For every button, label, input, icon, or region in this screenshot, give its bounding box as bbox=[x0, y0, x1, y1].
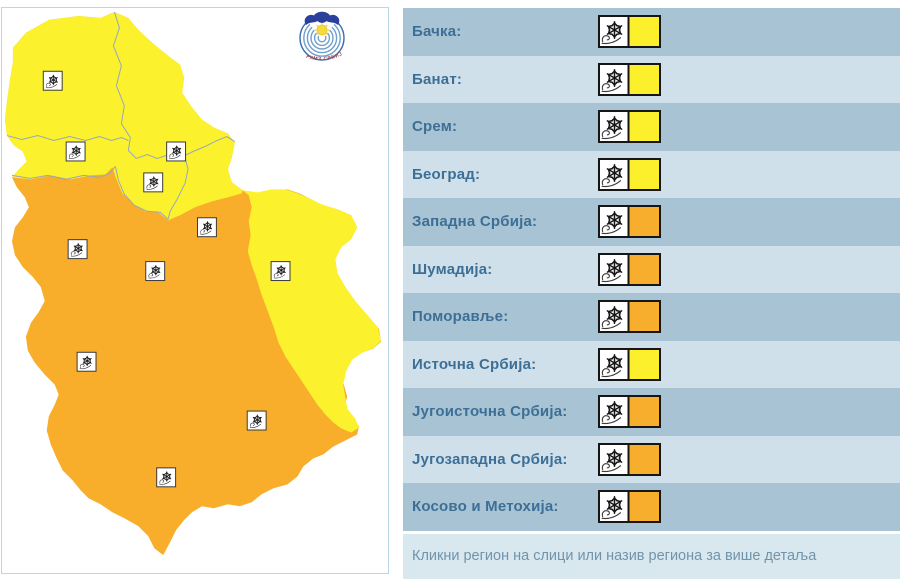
snow-ice-warning-icon[interactable] bbox=[166, 141, 187, 162]
snow-ice-warning-icon[interactable] bbox=[598, 300, 661, 333]
region-row-kosovo-i-metohija[interactable]: Косово и Метохија: bbox=[403, 483, 900, 531]
warning-level-box bbox=[629, 492, 659, 521]
cloud-icon bbox=[304, 11, 340, 25]
warning-level-box bbox=[629, 444, 659, 474]
region-row-zapadna-srbija[interactable]: Западна Србија: bbox=[403, 198, 900, 246]
region-link[interactable]: Бачка: bbox=[412, 23, 462, 41]
warning-level-box bbox=[629, 159, 659, 189]
warning-level-box bbox=[629, 254, 659, 284]
region-row-sumadija[interactable]: Шумадија: bbox=[403, 245, 900, 293]
footer-hint-row: Кликни регион на слици или назив региона… bbox=[403, 533, 900, 579]
region-row-jugoistocna-srbija[interactable]: Југоисточна Србија: bbox=[403, 388, 900, 436]
warning-level-box bbox=[629, 207, 659, 236]
snow-ice-warning-icon[interactable] bbox=[598, 347, 661, 381]
snow-ice-warning-icon[interactable] bbox=[65, 141, 86, 162]
footer-hint-text: Кликни регион на слици или назив региона… bbox=[412, 548, 817, 565]
region-row-backa[interactable]: Бачка: bbox=[403, 8, 900, 56]
snow-ice-warning-icon[interactable] bbox=[156, 467, 177, 488]
snow-ice-warning-icon[interactable] bbox=[270, 261, 291, 282]
snow-ice-warning-icon[interactable] bbox=[598, 62, 661, 96]
region-row-istocna-srbija[interactable]: Источна Србија: bbox=[403, 340, 900, 388]
snow-ice-warning-icon[interactable] bbox=[67, 239, 88, 260]
region-row-beograd[interactable]: Београд: bbox=[403, 150, 900, 198]
snow-ice-warning-icon[interactable] bbox=[246, 410, 267, 431]
region-warning-list: Бачка: Банат: Срем: Београд: bbox=[403, 8, 900, 579]
region-link[interactable]: Шумадија: bbox=[412, 260, 493, 278]
snow-ice-warning-icon[interactable] bbox=[598, 395, 661, 428]
region-row-banat[interactable]: Банат: bbox=[403, 55, 900, 103]
snow-ice-warning-icon[interactable] bbox=[598, 110, 661, 143]
region-link[interactable]: Југоисточна Србија: bbox=[412, 403, 568, 421]
warning-level-box bbox=[629, 112, 659, 141]
snow-ice-warning-icon[interactable] bbox=[598, 205, 661, 238]
warning-level-box bbox=[629, 397, 659, 426]
map-region-yellow-east[interactable] bbox=[242, 189, 382, 433]
warning-level-box bbox=[629, 17, 659, 46]
snow-ice-warning-icon[interactable] bbox=[598, 157, 661, 191]
region-row-jugozapadna-srbija[interactable]: Југозападна Србија: bbox=[403, 435, 900, 483]
warning-level-box bbox=[629, 64, 659, 94]
region-link[interactable]: Југозападна Србија: bbox=[412, 450, 568, 468]
snow-ice-warning-icon[interactable] bbox=[42, 70, 63, 91]
serbia-warning-map-panel: РХМЗ СРБИЈЕ bbox=[1, 7, 389, 574]
region-link[interactable]: Банат: bbox=[412, 70, 463, 88]
snow-ice-warning-icon[interactable] bbox=[598, 15, 661, 48]
region-link[interactable]: Београд: bbox=[412, 165, 481, 183]
map-warning-icons bbox=[42, 70, 291, 488]
snow-ice-warning-icon[interactable] bbox=[598, 252, 661, 286]
snow-ice-warning-icon[interactable] bbox=[598, 490, 661, 523]
map-internal-borders bbox=[6, 11, 236, 220]
snow-ice-warning-icon[interactable] bbox=[143, 172, 164, 193]
serbia-map bbox=[4, 11, 382, 556]
region-link[interactable]: Западна Србија: bbox=[412, 213, 538, 231]
warning-level-box bbox=[629, 349, 659, 379]
snow-ice-warning-icon[interactable] bbox=[76, 351, 97, 372]
region-link[interactable]: Поморавље: bbox=[412, 308, 509, 326]
map-region-yellow-north[interactable] bbox=[4, 11, 243, 221]
region-row-srem[interactable]: Срем: bbox=[403, 103, 900, 151]
region-link[interactable]: Косово и Метохија: bbox=[412, 498, 559, 516]
region-link[interactable]: Источна Србија: bbox=[412, 355, 537, 373]
snow-ice-warning-icon[interactable] bbox=[145, 261, 166, 282]
snow-ice-warning-icon[interactable] bbox=[598, 442, 661, 476]
region-link[interactable]: Срем: bbox=[412, 118, 458, 136]
rhmz-logo: РХМЗ СРБИЈЕ bbox=[293, 10, 345, 62]
warning-level-box bbox=[629, 302, 659, 331]
region-row-pomoravlje[interactable]: Поморавље: bbox=[403, 293, 900, 341]
snow-ice-warning-icon[interactable] bbox=[196, 217, 217, 238]
sun-icon bbox=[314, 22, 330, 36]
